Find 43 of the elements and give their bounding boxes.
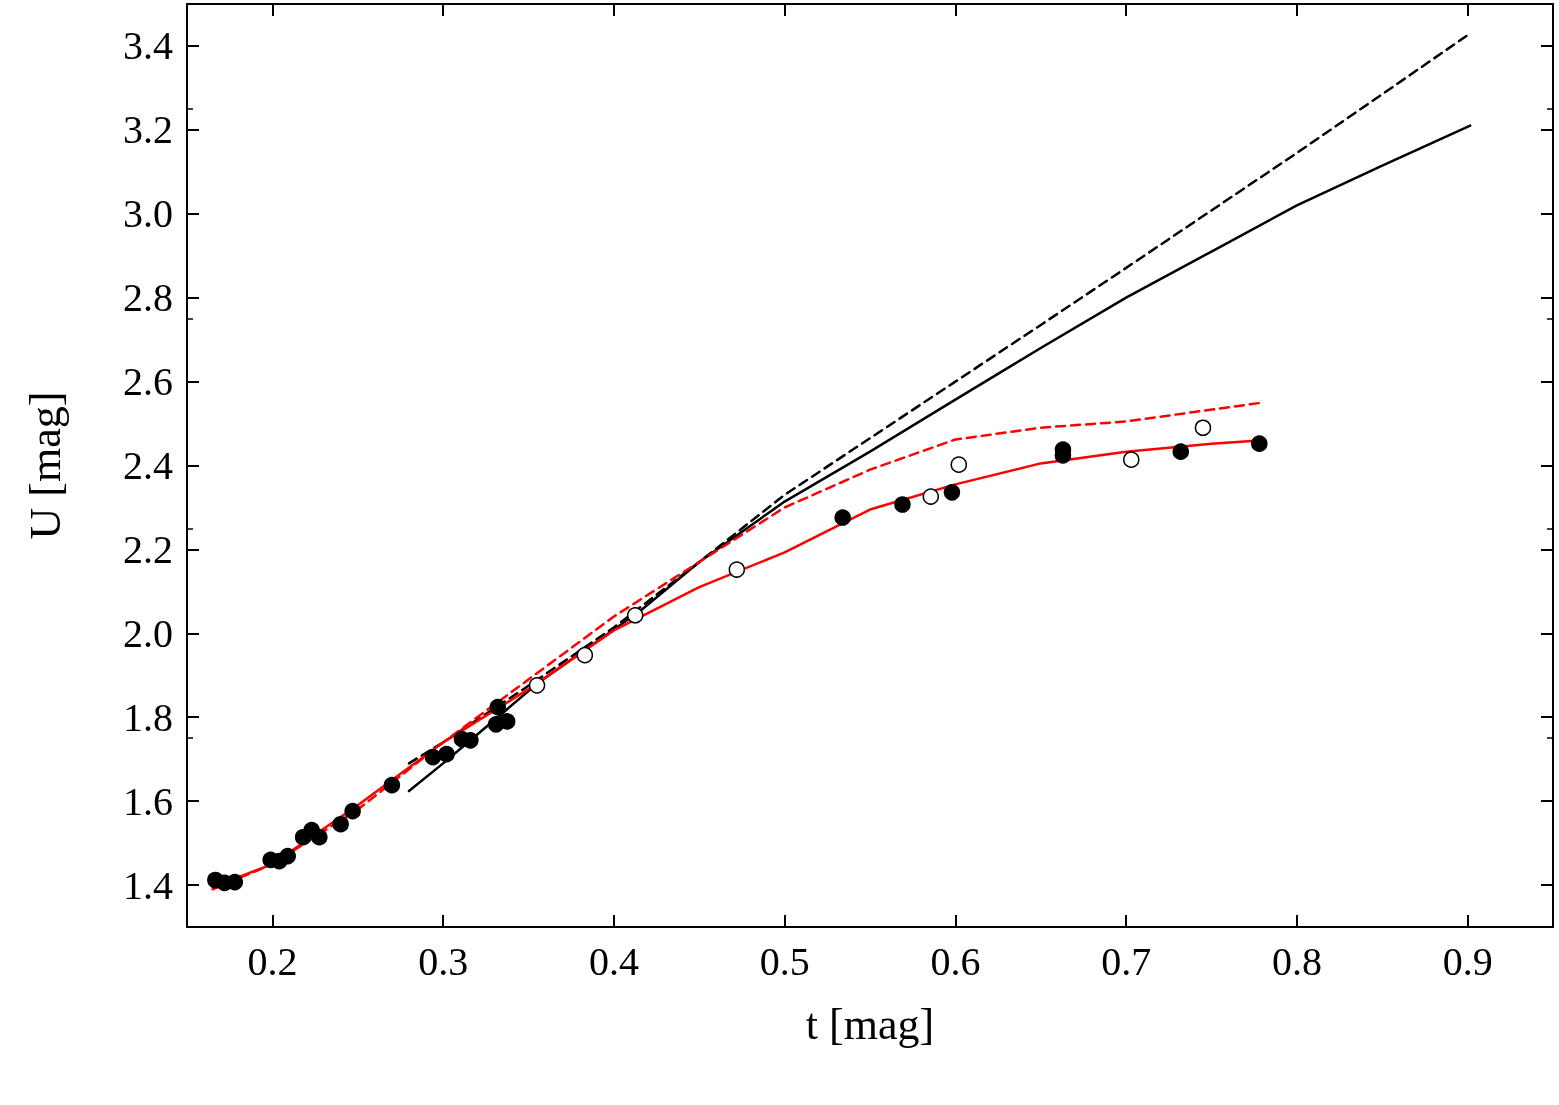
point [344, 802, 361, 820]
x-tick-label: 0.3 [418, 938, 469, 984]
point [950, 456, 968, 473]
point [894, 496, 911, 513]
point [528, 677, 546, 694]
point [498, 713, 516, 730]
y-tick-label: 3.0 [123, 191, 173, 237]
y-tick-label: 2.8 [123, 275, 173, 321]
point [576, 646, 594, 664]
y-axis-title: U [mag] [20, 391, 70, 540]
point [1172, 443, 1190, 460]
x-tick-label: 0.8 [1271, 938, 1322, 984]
x-tick-label: 0.7 [1101, 938, 1152, 984]
point [1251, 435, 1268, 452]
y-tick-label: 1.6 [123, 778, 173, 824]
x-tick-label: 0.6 [930, 938, 981, 984]
point [311, 828, 328, 846]
point [943, 484, 961, 501]
point [1123, 451, 1140, 468]
point [489, 698, 507, 716]
point [728, 561, 746, 578]
point [438, 745, 455, 763]
point [332, 815, 349, 833]
y-tick-label: 3.4 [123, 23, 173, 69]
point [834, 509, 851, 526]
y-tick-label: 2.6 [123, 359, 173, 405]
point [383, 776, 401, 794]
x-axis-title: t [mag] [805, 999, 935, 1049]
x-tick-label: 0.4 [588, 938, 639, 984]
point [279, 847, 296, 865]
y-tick-label: 3.2 [123, 107, 173, 153]
x-tick-label: 0.2 [247, 938, 298, 984]
y-tick-label: 2.0 [123, 610, 173, 656]
point [1194, 419, 1212, 436]
y-tick-label: 2.2 [123, 526, 173, 572]
x-tick-label: 0.5 [759, 938, 810, 984]
y-tick-label: 1.8 [123, 694, 173, 740]
x-tick-label: 0.9 [1442, 938, 1493, 984]
point [922, 488, 940, 505]
y-tick-label: 1.4 [123, 862, 173, 908]
point [626, 607, 644, 624]
y-tick-label: 2.4 [123, 443, 173, 488]
point [424, 748, 442, 766]
